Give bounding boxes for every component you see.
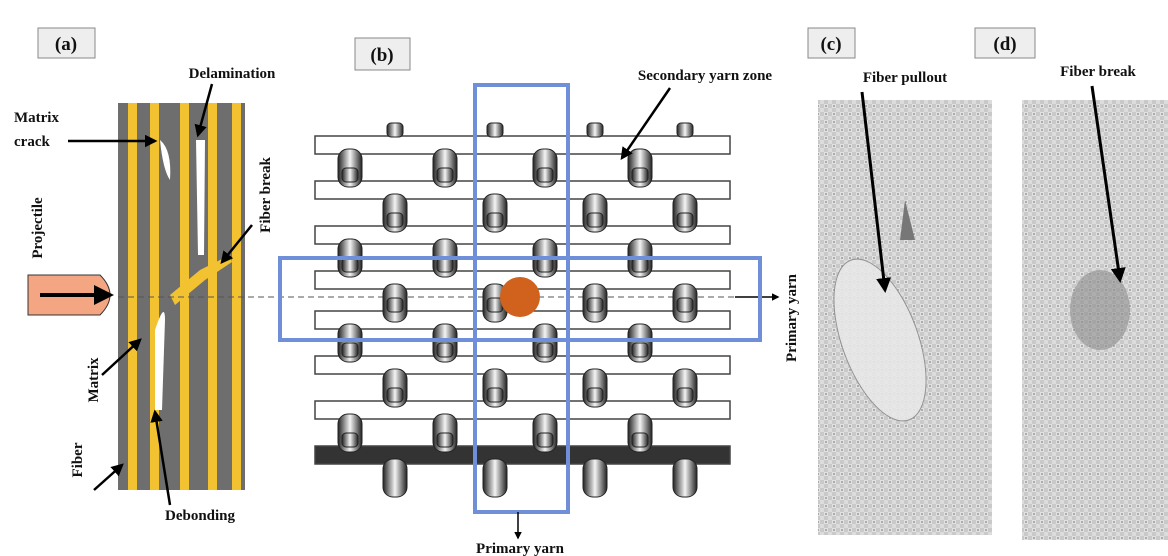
warp-yarn [487, 388, 503, 402]
warp-yarn [632, 343, 648, 357]
warp-yarn [632, 168, 648, 182]
warp-yarn [342, 433, 358, 447]
warp-yarn [387, 388, 403, 402]
warp-yarn [587, 213, 603, 227]
warp-yarn [437, 433, 453, 447]
weft-yarn [315, 226, 730, 244]
warp-yarn [677, 388, 693, 402]
annotation: Secondary yarn zone [638, 68, 773, 84]
annotation: Fiber pullout [863, 70, 947, 86]
impact-point [500, 277, 540, 317]
warp-yarn [387, 123, 403, 137]
warp-yarn [487, 123, 503, 137]
panel-label: (d) [993, 34, 1016, 55]
warp-yarn [632, 433, 648, 447]
annotation: Projectile [30, 197, 46, 259]
warp-yarn [587, 388, 603, 402]
weft-yarn [315, 136, 730, 154]
warp-yarn [677, 123, 693, 137]
warp-yarn [437, 343, 453, 357]
warp-yarn [587, 123, 603, 137]
annotation: Matrix [86, 357, 102, 402]
annotation: Primary yarn [476, 541, 565, 556]
panel-label: (c) [820, 34, 841, 55]
weft-yarn [315, 401, 730, 419]
warp-yarn [537, 258, 553, 272]
annotation: Matrix [14, 110, 59, 126]
annotation: Fiber break [258, 156, 274, 232]
warp-yarn [487, 213, 503, 227]
warp-yarn [342, 343, 358, 357]
warp-yarn [383, 459, 407, 497]
weft-yarn [315, 181, 730, 199]
warp-yarn [537, 168, 553, 182]
warp-yarn [537, 433, 553, 447]
annotation: Fiber break [1060, 64, 1136, 80]
panel-labels: (a) (b) (c) (d) [38, 28, 1035, 70]
warp-yarn [387, 213, 403, 227]
annotation: Delamination [189, 66, 276, 82]
annotation: Debonding [165, 508, 236, 524]
warp-yarn [342, 258, 358, 272]
warp-yarn [677, 213, 693, 227]
weft-yarn [315, 446, 730, 464]
annotation: Fiber [70, 442, 86, 477]
warp-yarn [483, 459, 507, 497]
warp-yarn [587, 298, 603, 312]
annotation: Primary yarn [784, 273, 800, 362]
break-region [1070, 270, 1130, 350]
warp-yarn [673, 459, 697, 497]
warp-yarn [677, 298, 693, 312]
panel-label: (a) [55, 34, 77, 55]
warp-yarn [583, 459, 607, 497]
panel-label: (b) [370, 45, 393, 66]
warp-yarn [342, 168, 358, 182]
weft-yarn [315, 356, 730, 374]
warp-yarn [632, 258, 648, 272]
warp-yarn [437, 258, 453, 272]
arrow [94, 465, 122, 490]
annotation: crack [14, 134, 50, 150]
warp-yarn [537, 343, 553, 357]
warp-yarn [437, 168, 453, 182]
figure: (a) (b) (c) (d) Delamination Matrix crac… [0, 0, 1168, 556]
warp-yarn [387, 298, 403, 312]
